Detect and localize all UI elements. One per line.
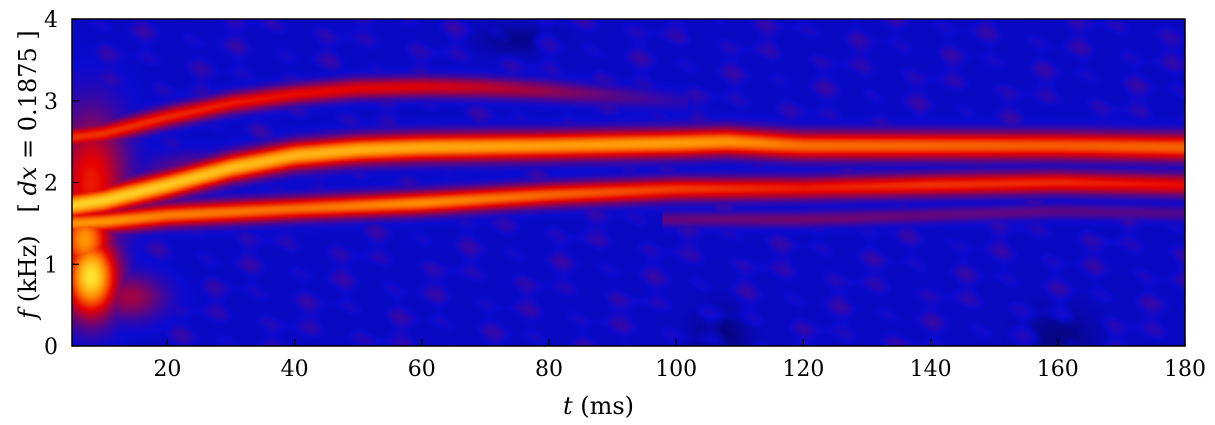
y-tick-label: 0: [44, 335, 58, 360]
heatmap-image: [72, 19, 1185, 346]
y-axis: 0 1 2 3 4: [44, 8, 79, 360]
plot-area: [71, 18, 1186, 347]
x-axis-variable: t: [563, 392, 573, 420]
y-axis-note-value: = 0.1875 ]: [14, 30, 42, 166]
x-tick-label: 100: [655, 357, 697, 382]
y-tick-label: 4: [44, 8, 58, 33]
x-tick-label: 20: [153, 357, 181, 382]
x-tick-label: 40: [281, 357, 309, 382]
x-tick-label: 60: [408, 357, 436, 382]
x-tick-label: 180: [1164, 357, 1206, 382]
y-axis-note-variable: dx: [14, 166, 42, 195]
x-axis: 20 40 60 80 100 120 140 160 180: [153, 339, 1206, 382]
y-axis-spacer: [14, 212, 42, 235]
x-tick-label: 140: [910, 357, 952, 382]
y-tick-label: 1: [44, 253, 58, 278]
x-axis-label: t (ms): [563, 392, 634, 420]
y-tick-label: 2: [44, 172, 58, 197]
y-axis-label: f (kHz) [ dx = 0.1875 ]: [14, 30, 42, 321]
x-tick-label: 80: [535, 357, 563, 382]
y-tick-label: 3: [44, 90, 58, 115]
x-tick-label: 120: [782, 357, 824, 382]
x-tick-label: 160: [1037, 357, 1079, 382]
y-axis-unit: (kHz): [14, 235, 42, 309]
x-axis-unit: (ms): [573, 392, 634, 420]
y-axis-note-open: [: [14, 195, 42, 212]
